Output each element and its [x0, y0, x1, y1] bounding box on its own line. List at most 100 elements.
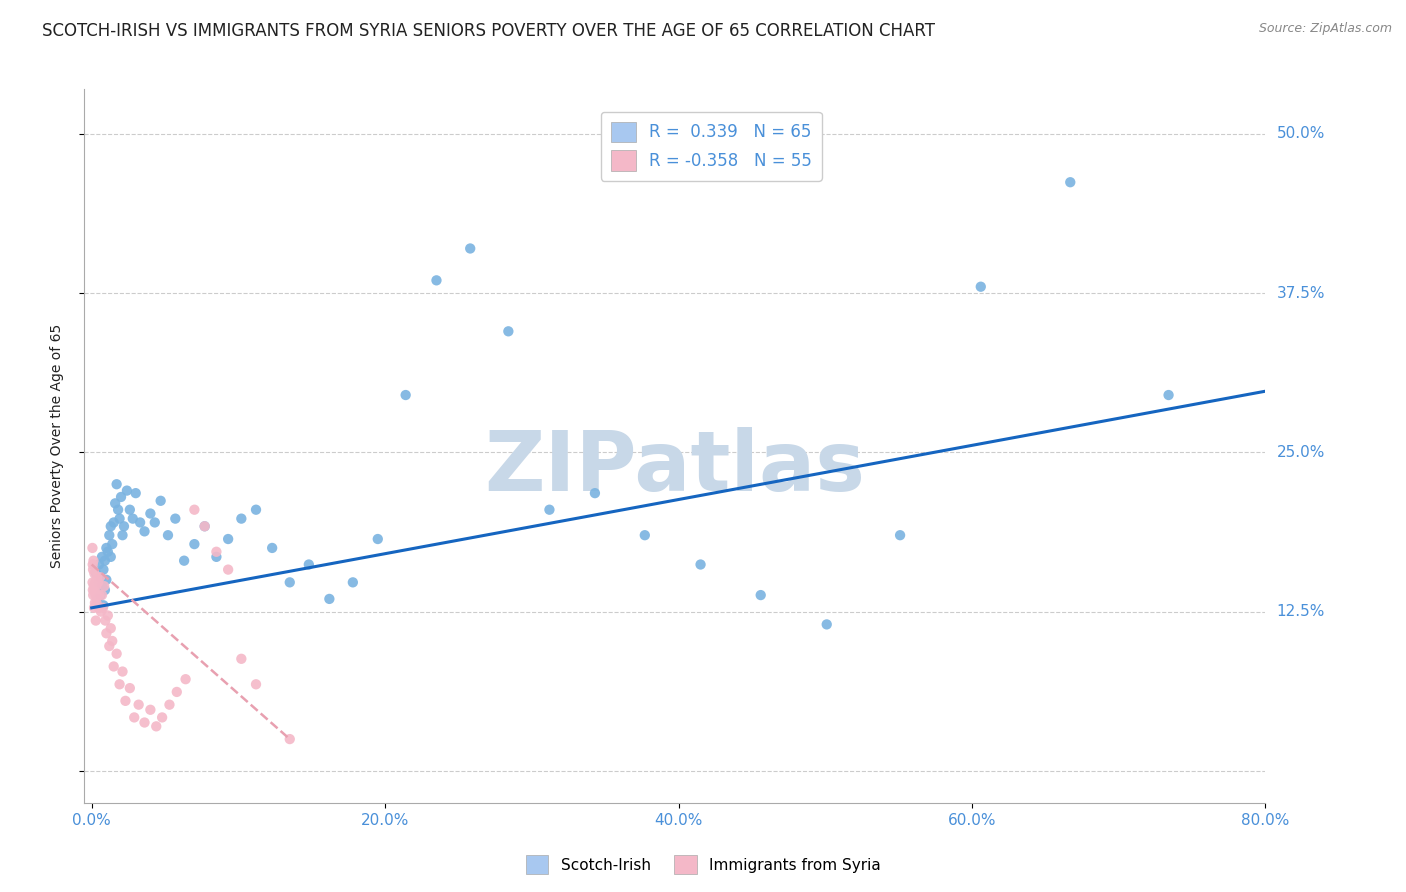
- Point: [128, 698, 150, 712]
- Point: [89, 588, 111, 602]
- Point: [139, 703, 162, 717]
- Point: [110, 490, 132, 504]
- Point: [89, 570, 111, 584]
- Point: [583, 486, 606, 500]
- Point: [84, 596, 107, 610]
- Point: [749, 588, 772, 602]
- Point: [83, 600, 105, 615]
- Point: [107, 502, 129, 516]
- Text: Source: ZipAtlas.com: Source: ZipAtlas.com: [1258, 22, 1392, 36]
- Point: [86, 570, 108, 584]
- Point: [145, 719, 167, 733]
- Point: [970, 279, 993, 293]
- Point: [87, 600, 110, 615]
- Point: [889, 528, 911, 542]
- Point: [183, 537, 205, 551]
- Point: [111, 665, 134, 679]
- Point: [538, 502, 561, 516]
- Point: [87, 558, 110, 572]
- Point: [87, 575, 110, 590]
- Point: [498, 324, 520, 338]
- Point: [150, 710, 173, 724]
- Point: [231, 511, 253, 525]
- Text: 25.0%: 25.0%: [1277, 445, 1324, 460]
- Point: [96, 541, 118, 555]
- Text: 50.0%: 50.0%: [1277, 127, 1324, 141]
- Point: [118, 502, 141, 516]
- Point: [89, 588, 111, 602]
- Point: [159, 698, 181, 712]
- Point: [1157, 388, 1180, 402]
- Point: [82, 582, 104, 597]
- Point: [245, 677, 267, 691]
- Point: [82, 588, 104, 602]
- Point: [367, 532, 389, 546]
- Legend: R =  0.339   N = 65, R = -0.358   N = 55: R = 0.339 N = 65, R = -0.358 N = 55: [600, 112, 821, 181]
- Point: [100, 621, 122, 635]
- Point: [298, 558, 321, 572]
- Point: [100, 549, 122, 564]
- Point: [217, 532, 239, 546]
- Point: [262, 541, 284, 555]
- Point: [103, 659, 125, 673]
- Y-axis label: Seniors Poverty Over the Age of 65: Seniors Poverty Over the Age of 65: [49, 324, 63, 568]
- Point: [458, 242, 481, 256]
- Point: [86, 588, 108, 602]
- Point: [231, 652, 253, 666]
- Point: [83, 579, 105, 593]
- Point: [90, 605, 112, 619]
- Point: [84, 588, 107, 602]
- Point: [122, 710, 145, 724]
- Point: [105, 647, 128, 661]
- Point: [93, 579, 115, 593]
- Point: [634, 528, 657, 542]
- Point: [91, 579, 114, 593]
- Point: [84, 579, 107, 593]
- Point: [84, 614, 107, 628]
- Point: [815, 617, 838, 632]
- Point: [103, 516, 125, 530]
- Point: [143, 516, 166, 530]
- Point: [93, 599, 115, 613]
- Point: [149, 493, 172, 508]
- Point: [96, 626, 118, 640]
- Point: [129, 516, 152, 530]
- Point: [84, 566, 107, 581]
- Point: [104, 496, 127, 510]
- Text: 37.5%: 37.5%: [1277, 285, 1324, 301]
- Point: [96, 573, 118, 587]
- Point: [205, 549, 228, 564]
- Point: [93, 563, 115, 577]
- Point: [395, 388, 418, 402]
- Point: [139, 507, 162, 521]
- Point: [97, 608, 120, 623]
- Point: [94, 582, 117, 597]
- Point: [94, 554, 117, 568]
- Point: [156, 528, 179, 542]
- Point: [82, 575, 104, 590]
- Point: [108, 511, 131, 525]
- Point: [278, 575, 301, 590]
- Point: [112, 519, 135, 533]
- Point: [91, 600, 114, 615]
- Point: [166, 685, 188, 699]
- Point: [101, 634, 124, 648]
- Point: [165, 511, 187, 525]
- Point: [174, 672, 197, 686]
- Point: [425, 273, 447, 287]
- Point: [91, 549, 114, 564]
- Point: [83, 566, 105, 581]
- Point: [1059, 175, 1081, 189]
- Point: [114, 694, 136, 708]
- Point: [183, 502, 205, 516]
- Point: [278, 732, 301, 747]
- Point: [134, 524, 156, 539]
- Point: [205, 545, 228, 559]
- Point: [86, 591, 108, 606]
- Text: SCOTCH-IRISH VS IMMIGRANTS FROM SYRIA SENIORS POVERTY OVER THE AGE OF 65 CORRELA: SCOTCH-IRISH VS IMMIGRANTS FROM SYRIA SE…: [42, 22, 935, 40]
- Point: [105, 477, 128, 491]
- Text: ZIPatlas: ZIPatlas: [485, 427, 865, 508]
- Point: [98, 528, 121, 542]
- Point: [121, 511, 143, 525]
- Point: [134, 715, 156, 730]
